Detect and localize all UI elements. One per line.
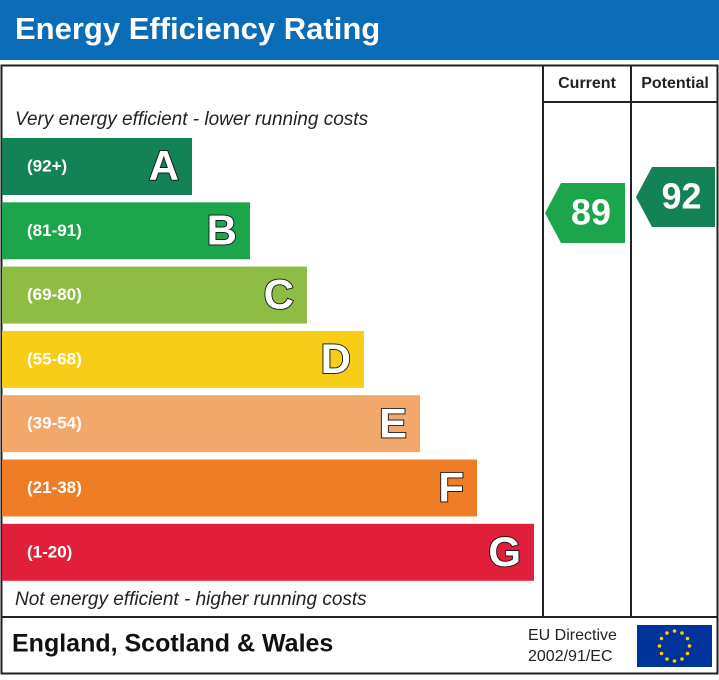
band-letter: G xyxy=(488,528,521,575)
eu-star xyxy=(659,651,664,656)
band-range: (39-54) xyxy=(27,414,82,433)
title-bar xyxy=(0,0,719,60)
frame xyxy=(0,64,719,675)
band xyxy=(2,138,192,195)
band-letter: B xyxy=(207,206,237,253)
band-letter: D xyxy=(321,335,351,382)
potential-arrow xyxy=(636,167,715,227)
directive: EU Directive xyxy=(528,627,617,644)
band-range: (81-91) xyxy=(27,221,82,240)
title: Energy Efficiency Rating xyxy=(15,11,380,46)
eu-star xyxy=(685,636,690,641)
directive: 2002/91/EC xyxy=(528,648,613,665)
current-header: Current xyxy=(558,75,616,92)
eu-star xyxy=(665,657,669,661)
eu-star xyxy=(680,657,684,661)
potential-header: Potential xyxy=(641,75,709,92)
band-letter: E xyxy=(379,399,407,446)
top-note: Very energy efficient - lower running co… xyxy=(15,109,369,130)
band xyxy=(2,523,534,581)
eu-star xyxy=(672,659,677,663)
band-letter: C xyxy=(264,271,294,318)
current-arrow xyxy=(545,183,625,243)
eu-star xyxy=(665,631,669,635)
band-range: (21-38) xyxy=(27,478,82,497)
eu-star xyxy=(687,644,692,648)
region: England, Scotland & Wales xyxy=(12,630,333,658)
band xyxy=(2,459,477,517)
eu-star xyxy=(657,644,662,648)
band-range: (55-68) xyxy=(27,349,82,368)
band-range: (92+) xyxy=(27,156,67,175)
band xyxy=(2,395,420,453)
potential-value: 92 xyxy=(661,176,701,217)
current-value: 89 xyxy=(571,192,611,233)
band xyxy=(2,202,250,260)
band-letter: F xyxy=(438,464,464,511)
band-range: (1-20) xyxy=(27,542,72,561)
eu-star xyxy=(659,636,664,641)
eu-star xyxy=(680,631,684,635)
band xyxy=(2,330,364,388)
band-letter: A xyxy=(149,142,179,189)
band xyxy=(2,266,307,324)
eu-star xyxy=(672,629,677,633)
band-range: (69-80) xyxy=(27,285,82,304)
bottom-note: Not energy efficient - higher running co… xyxy=(15,589,367,610)
eu-star xyxy=(685,651,690,656)
